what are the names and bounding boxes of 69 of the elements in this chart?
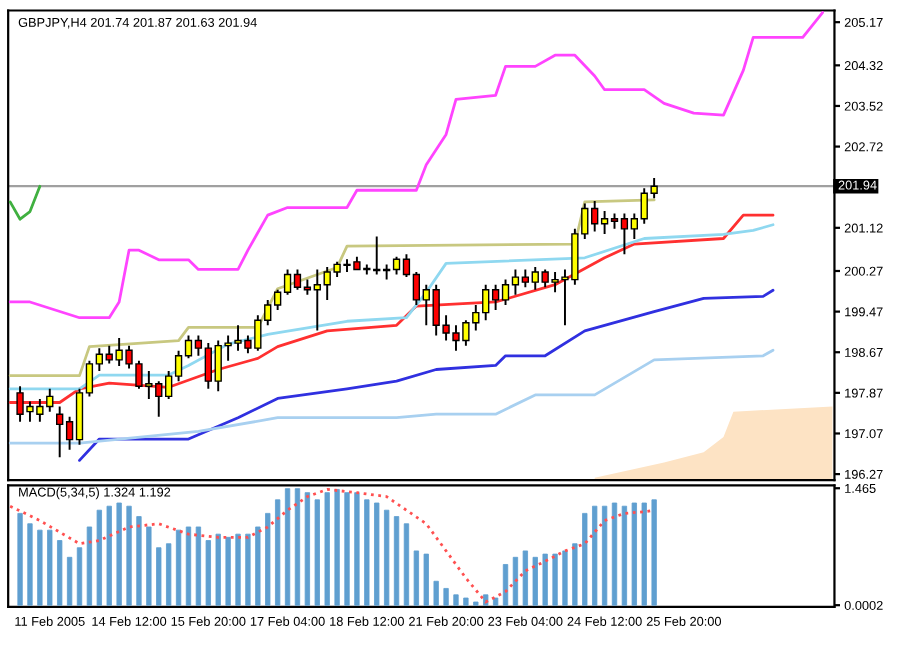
bar xyxy=(611,502,618,606)
bar xyxy=(334,489,340,606)
bar xyxy=(275,499,281,606)
bar xyxy=(374,502,380,606)
bar xyxy=(166,543,172,606)
bar xyxy=(126,505,132,606)
bar xyxy=(621,505,628,606)
bar xyxy=(284,488,291,606)
line-series xyxy=(8,348,775,445)
bar xyxy=(651,499,657,606)
bar xyxy=(205,540,211,606)
bar xyxy=(403,523,410,606)
bar xyxy=(86,526,93,606)
bar xyxy=(37,529,43,606)
bar xyxy=(255,526,261,606)
bar xyxy=(463,597,469,606)
bar xyxy=(572,543,578,606)
bar xyxy=(265,512,271,606)
bar xyxy=(542,553,548,606)
line-series xyxy=(78,288,775,462)
bar xyxy=(562,550,568,606)
bar xyxy=(146,526,152,606)
bar xyxy=(592,505,598,606)
line-series xyxy=(8,488,656,604)
bar xyxy=(136,516,142,606)
bar xyxy=(582,512,588,606)
bar xyxy=(443,588,449,606)
line-series xyxy=(8,11,824,320)
bar xyxy=(512,556,519,606)
bar xyxy=(364,499,370,606)
bar xyxy=(245,533,251,606)
bar xyxy=(433,580,439,606)
bar xyxy=(383,509,390,606)
bar xyxy=(175,529,182,606)
bar xyxy=(225,536,231,606)
bar xyxy=(453,594,459,606)
bar xyxy=(47,529,53,606)
bar xyxy=(532,556,538,606)
bar xyxy=(235,533,241,606)
bar xyxy=(57,540,63,606)
bar xyxy=(423,553,429,606)
bar xyxy=(641,502,647,606)
bar xyxy=(314,499,320,606)
bar xyxy=(393,516,400,606)
bar xyxy=(631,502,637,606)
bar xyxy=(324,492,330,606)
bar xyxy=(502,564,509,606)
bar xyxy=(156,547,162,606)
bar xyxy=(116,502,122,606)
bar xyxy=(344,492,350,606)
bar xyxy=(185,526,192,606)
bar xyxy=(522,550,528,606)
bar xyxy=(304,492,311,606)
bar xyxy=(195,526,202,606)
line-series xyxy=(8,198,656,377)
bar xyxy=(215,533,221,606)
bar xyxy=(96,509,102,606)
bar xyxy=(106,505,112,606)
bar xyxy=(552,553,558,606)
bar xyxy=(492,597,499,606)
bar xyxy=(354,492,360,606)
line-series xyxy=(8,184,42,221)
bar xyxy=(294,488,301,606)
bar xyxy=(27,523,33,606)
bar xyxy=(17,512,23,606)
bar xyxy=(601,505,608,606)
bar xyxy=(66,556,73,606)
bar xyxy=(413,550,420,606)
bar xyxy=(76,547,83,606)
